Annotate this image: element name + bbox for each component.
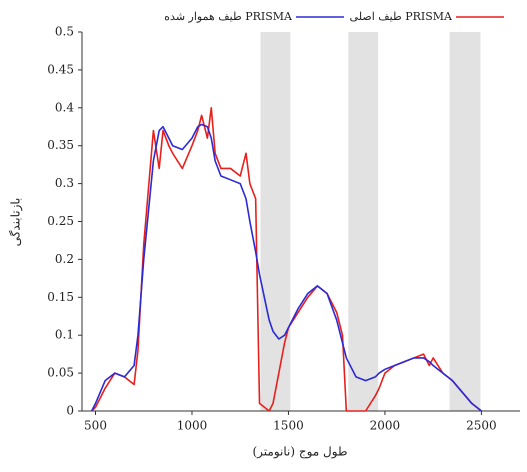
- y-tick-label: 0.15: [47, 290, 74, 304]
- y-tick-label: 0.45: [47, 62, 74, 76]
- y-tick-label: 0.25: [47, 214, 74, 228]
- x-tick-label: 2000: [370, 419, 401, 433]
- shaded-band: [260, 32, 291, 411]
- series-line: [90, 123, 482, 412]
- y-tick-label: 0.3: [55, 176, 74, 190]
- y-tick-label: 0.05: [47, 366, 74, 380]
- shaded-band: [449, 32, 481, 411]
- y-tick-label: 0.35: [47, 138, 74, 152]
- x-tick-label: 1500: [273, 419, 304, 433]
- y-tick-label: 0.2: [55, 252, 74, 266]
- y-tick-label: 0: [66, 404, 74, 418]
- y-axis-label: بازتابندگی: [9, 198, 23, 247]
- x-tick-label: 500: [84, 419, 107, 433]
- x-tick-label: 1000: [177, 419, 208, 433]
- x-axis-label: طول موج (نانومتر): [252, 445, 347, 459]
- legend-label: طیف اصلی PRISMA: [350, 10, 453, 23]
- y-tick-label: 0.4: [55, 100, 74, 114]
- y-tick-label: 0.5: [55, 25, 74, 39]
- y-tick-label: 0.1: [55, 328, 74, 342]
- legend-label: طیف هموار شده PRISMA: [164, 10, 293, 23]
- shaded-band: [348, 32, 379, 411]
- x-tick-label: 2500: [466, 419, 497, 433]
